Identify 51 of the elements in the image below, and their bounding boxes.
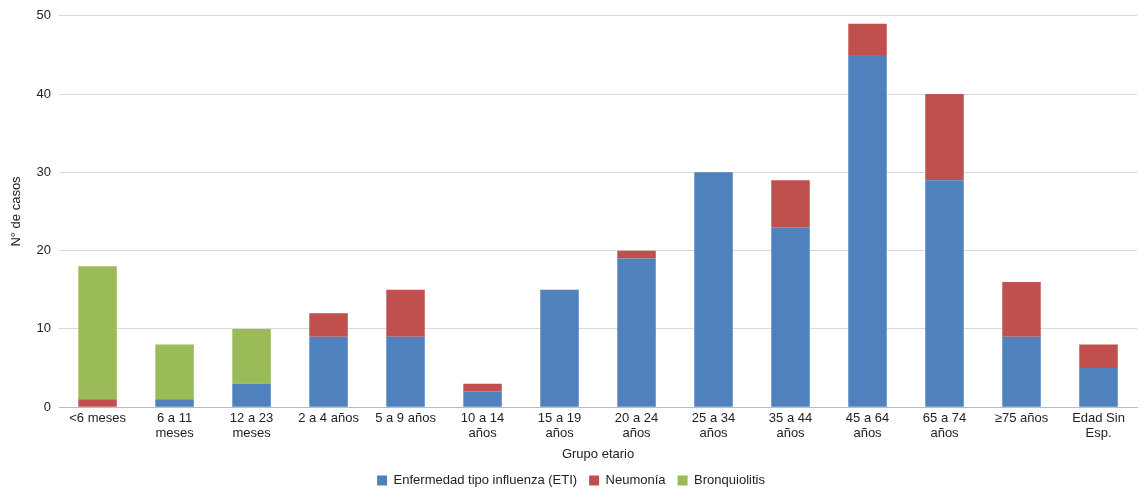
bar <box>1002 336 1041 407</box>
bar <box>848 54 887 407</box>
x-tick-label: 15 a 19 años <box>537 409 582 441</box>
bar <box>1079 344 1118 369</box>
x-tick-label: <6 meses <box>69 409 127 425</box>
x-tick-label: 6 a 11 meses <box>155 409 195 441</box>
y-tick-label: 20 <box>36 242 52 258</box>
bar <box>925 180 964 407</box>
legend-label: Enfermedad tipo influenza (ETI) <box>393 472 578 488</box>
bar <box>463 383 502 392</box>
x-tick-label: 45 a 64 años <box>845 409 890 441</box>
x-tick-label: 20 a 24 años <box>614 409 659 441</box>
y-tick-label: 30 <box>36 163 52 179</box>
bar <box>309 336 348 407</box>
bar <box>694 172 733 407</box>
x-tick-label: 5 a 9 años <box>375 409 437 425</box>
bar <box>1079 368 1118 407</box>
x-tick-label: Edad Sin Esp. <box>1072 409 1125 441</box>
bar <box>463 391 502 407</box>
bar <box>771 227 810 407</box>
x-tick-label: 2 a 4 años <box>298 409 360 425</box>
bar <box>78 266 117 400</box>
bar <box>1002 281 1041 337</box>
bar <box>848 23 887 55</box>
x-tick-label: 10 a 14 años <box>460 409 505 441</box>
bar <box>771 180 810 228</box>
y-axis-title: N° de casos <box>8 175 24 247</box>
bar <box>617 258 656 407</box>
bar <box>232 328 271 384</box>
bar <box>78 399 117 407</box>
y-tick-label: 10 <box>36 320 52 336</box>
y-tick-label: 40 <box>36 85 52 101</box>
x-tick-label: 65 a 74 años <box>922 409 967 441</box>
x-tick-label: 35 a 44 años <box>768 409 813 441</box>
bar <box>386 336 425 407</box>
legend-label: Bronquiolitis <box>694 472 766 488</box>
bar <box>925 94 964 181</box>
legend-label: Neumonía <box>605 472 667 488</box>
x-tick-label: ≥75 años <box>994 409 1049 425</box>
bar <box>617 250 656 259</box>
x-axis-title: Grupo etario <box>561 445 635 461</box>
bar <box>540 289 579 407</box>
bar <box>155 399 194 407</box>
y-tick-label: 50 <box>36 7 52 23</box>
y-tick-label: 0 <box>43 398 52 414</box>
bar <box>309 313 348 337</box>
bar <box>155 344 194 400</box>
x-tick-label: 12 a 23 meses <box>229 409 274 441</box>
bar <box>232 383 271 407</box>
bar <box>386 289 425 337</box>
x-tick-label: 25 a 34 años <box>691 409 736 441</box>
